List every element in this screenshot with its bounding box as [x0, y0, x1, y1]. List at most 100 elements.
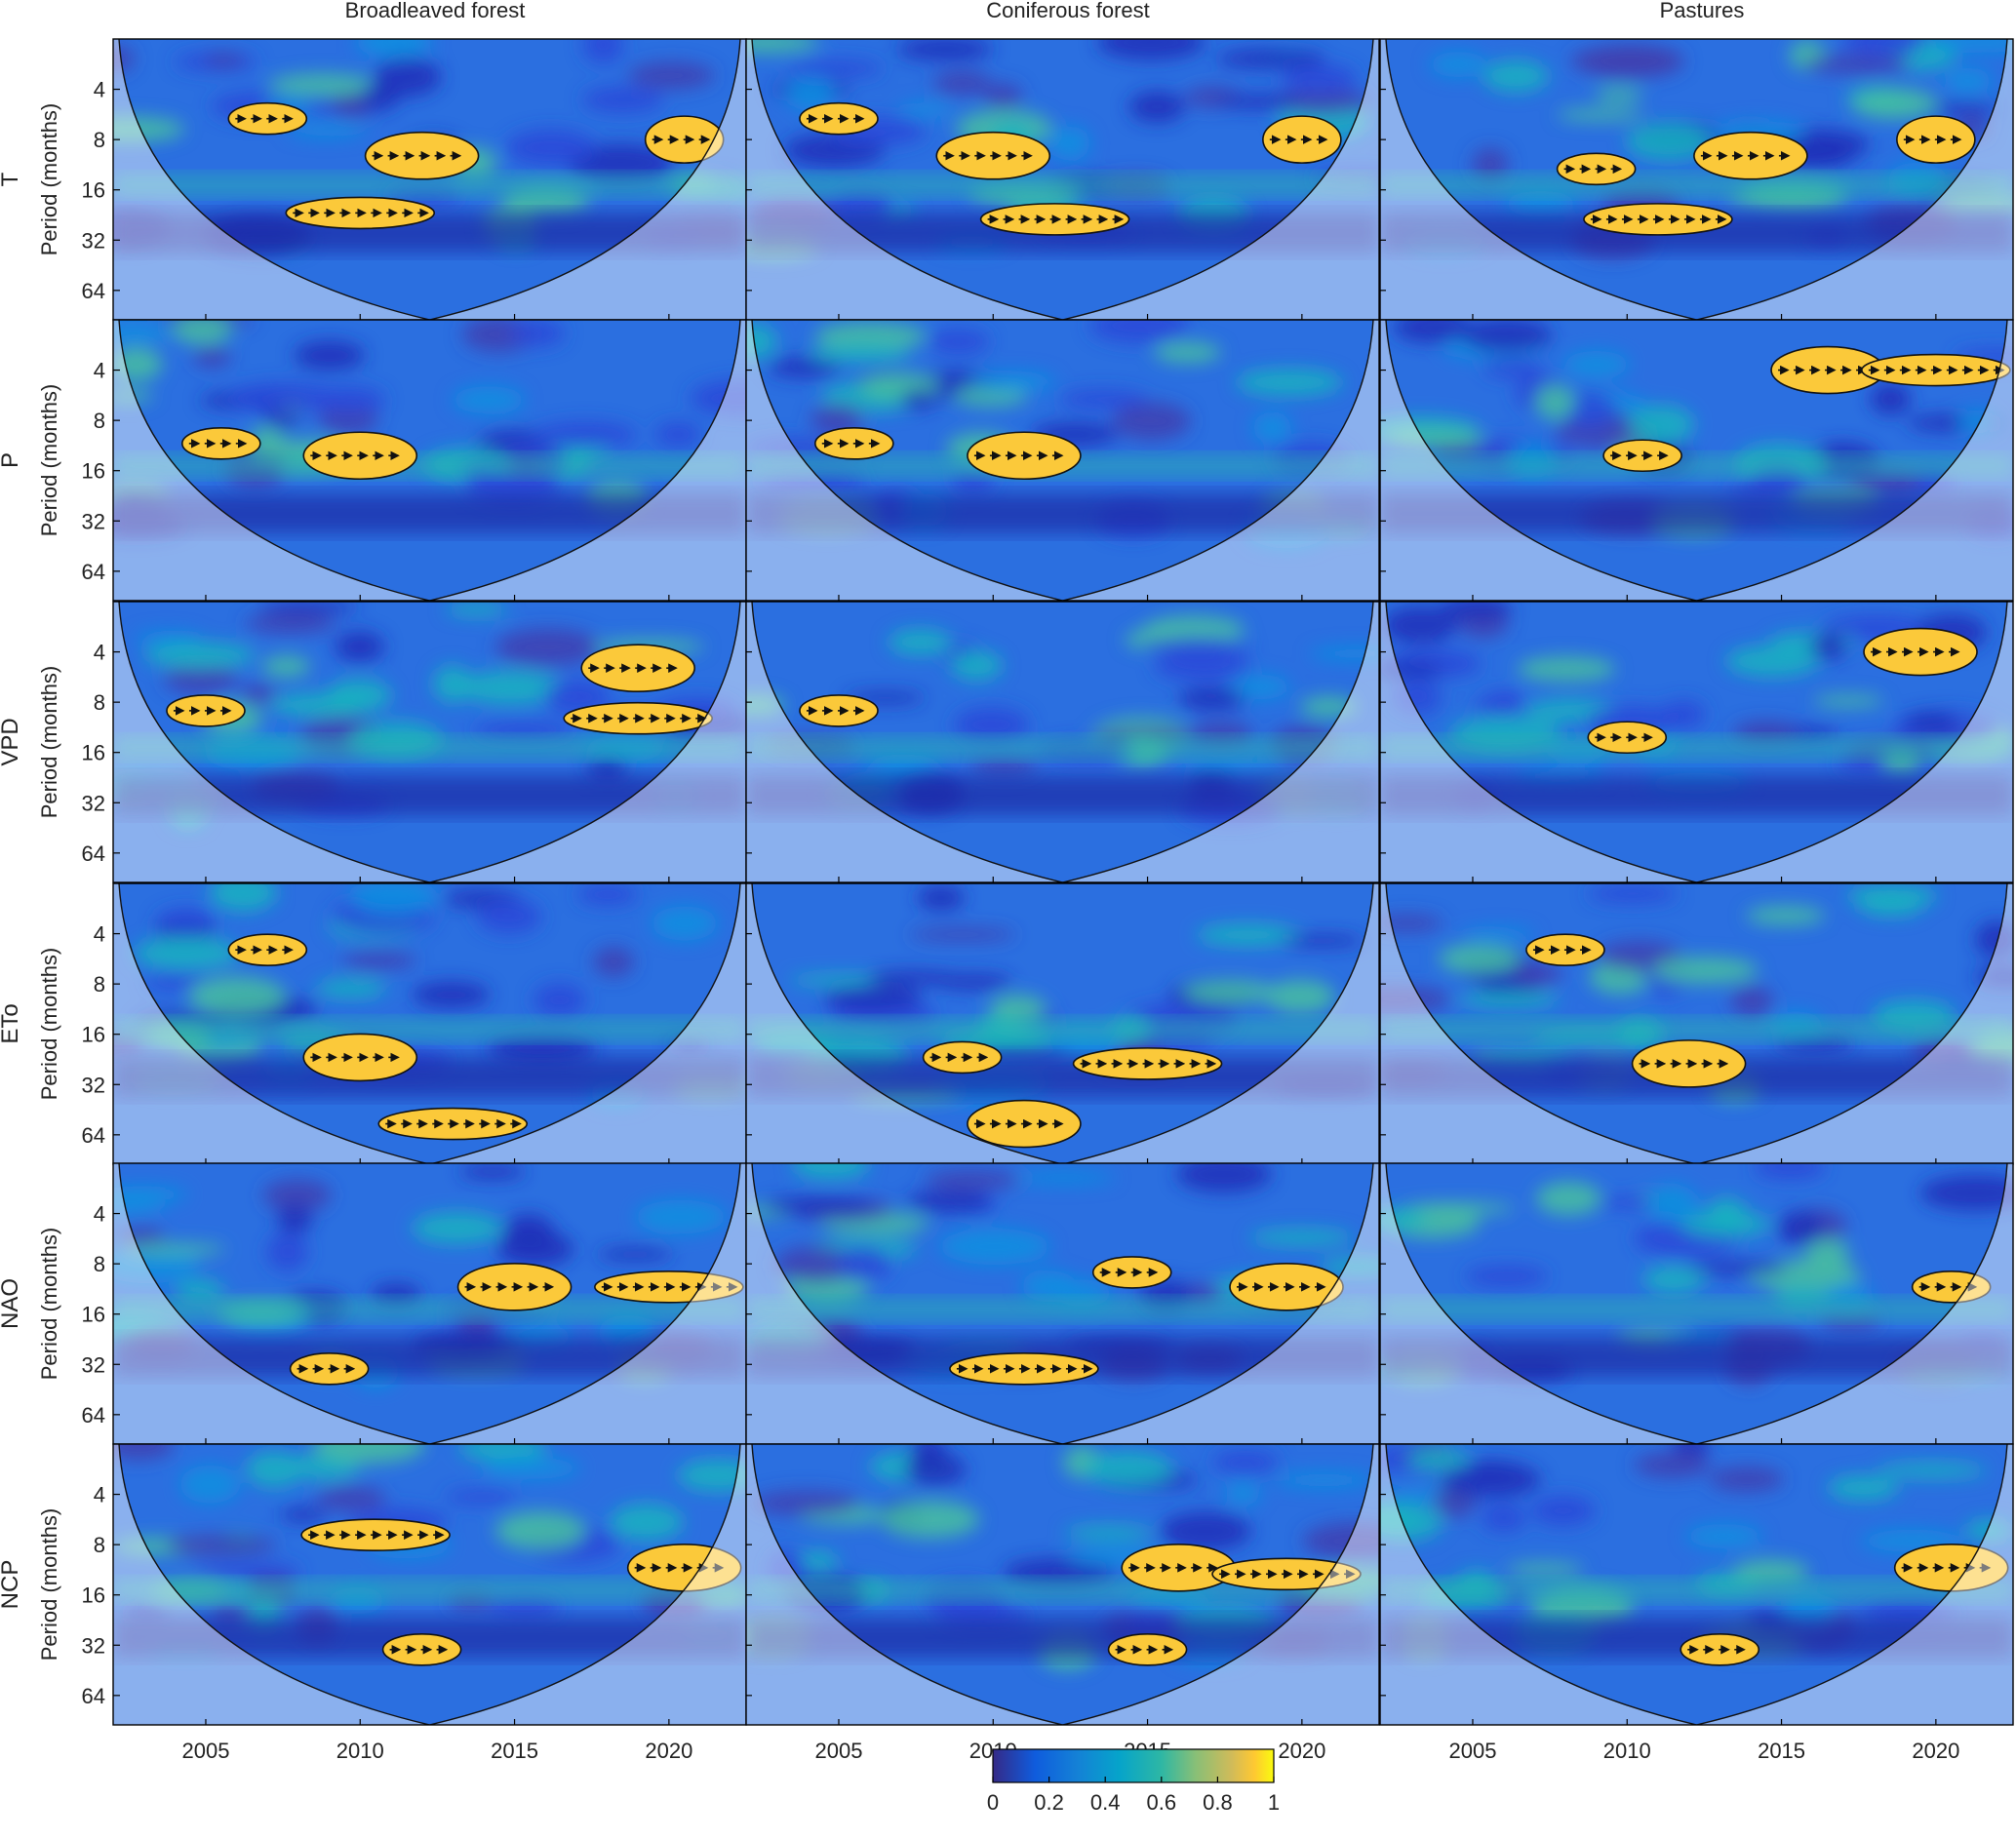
cone-of-influence-line	[1385, 883, 2008, 1164]
y-tick-label: 32	[82, 791, 105, 815]
colorbar: 0 0.2 0.4 0.6 0.8 1	[987, 1748, 1280, 1815]
panel-ETo-0: 4 8 16 32 64	[82, 882, 747, 1165]
panel-frame	[1379, 1443, 2014, 1726]
y-tick-label: 4	[94, 641, 105, 665]
significant-region	[563, 701, 713, 735]
significant-region	[227, 933, 308, 966]
column-title-2: Pastures	[1660, 0, 1745, 22]
cone-of-influence-shade	[1380, 1444, 2013, 1725]
y-tick-label: 32	[82, 1633, 105, 1658]
panel-ETo-1	[745, 882, 1380, 1165]
y-tick-label: 4	[94, 1202, 105, 1227]
significant-region	[1229, 1263, 1344, 1311]
significant-region	[289, 1351, 370, 1386]
cone-of-influence-line	[751, 883, 1374, 1164]
significant-region	[979, 203, 1130, 236]
row-label-NCP: NCP	[0, 1560, 23, 1610]
cone-of-influence-shade	[746, 320, 1379, 601]
column-title-1: Coniferous forest	[986, 0, 1150, 22]
y-tick-label: 32	[82, 1352, 105, 1377]
x-tick-label: 2005	[181, 1739, 229, 1763]
y-axis-label: Period (months)	[37, 666, 61, 819]
panel-frame	[1379, 601, 2014, 883]
y-tick-label: 4	[94, 78, 105, 102]
panel-T-2	[1379, 38, 2014, 321]
cone-of-influence-shade	[746, 39, 1379, 320]
row-labels: T Period (months) P Period (months) VPD Perio…	[0, 103, 61, 1662]
significant-region	[922, 1040, 1003, 1075]
significant-region	[1863, 627, 1978, 677]
significant-region	[1770, 345, 1885, 395]
panel-NCP-0: 4 8 16 32 64	[82, 1443, 747, 1726]
significant-region	[580, 644, 695, 692]
panel-T-0: 4 8 16 32 64	[82, 38, 747, 321]
cone-of-influence-line	[118, 1444, 741, 1725]
y-tick-label: 4	[94, 922, 105, 947]
y-tick-label: 8	[94, 690, 105, 715]
y-tick-label: 64	[82, 1123, 105, 1148]
panel-NCP-2	[1379, 1443, 2014, 1726]
panel-ETo-2	[1379, 882, 2014, 1165]
y-axis-label: Period (months)	[37, 1508, 61, 1662]
y-tick-label: 16	[82, 1023, 105, 1047]
colorbar-tick-label: 0.8	[1203, 1790, 1233, 1815]
significant-region	[1911, 1271, 1992, 1304]
panel-frame	[1379, 319, 2014, 602]
panel-P-1	[745, 319, 1380, 602]
coherence-texture	[1380, 1163, 2013, 1386]
colorbar-gradient	[992, 1748, 1275, 1783]
significant-region	[1680, 1632, 1760, 1666]
significant-region	[1525, 933, 1605, 966]
cone-of-influence-shade	[746, 883, 1379, 1164]
panel-NAO-2	[1379, 1162, 2014, 1445]
significant-region	[1896, 115, 1976, 164]
cone-of-influence-shade	[1380, 883, 2013, 1164]
cone-of-influence-shade	[746, 1444, 1379, 1725]
significant-region	[1121, 1544, 1237, 1592]
panel-grid: 4 8 16 32 64 4 8 16 32 64 4 8 16 32 64 4 8 16 32 64 4 8 16 32 64…	[82, 38, 2014, 1726]
y-axis-label: Period (months)	[37, 103, 61, 256]
significant-region	[799, 694, 879, 727]
panel-frame	[745, 1443, 1380, 1726]
y-tick-label: 16	[82, 1584, 105, 1608]
y-tick-label: 64	[82, 560, 105, 584]
significant-region	[300, 1518, 451, 1551]
cone-of-influence-line	[1385, 602, 2008, 882]
cone-of-influence-line	[118, 1163, 741, 1444]
column-title-0: Broadleaved forest	[345, 0, 526, 22]
x-tick-label: 2015	[1758, 1739, 1805, 1763]
y-axis-label: Period (months)	[37, 948, 61, 1101]
x-tick-label: 2005	[1448, 1739, 1496, 1763]
significant-region	[967, 431, 1082, 481]
y-tick-label: 8	[94, 1252, 105, 1276]
cone-of-influence-shade	[113, 883, 746, 1164]
significant-region	[1107, 1632, 1188, 1666]
cone-of-influence-shade	[113, 1163, 746, 1444]
significant-region	[285, 196, 436, 230]
y-tick-label: 8	[94, 128, 105, 152]
cone-of-influence-shade	[746, 602, 1379, 882]
significant-region	[381, 1632, 462, 1666]
cone-of-influence-line	[751, 320, 1374, 601]
x-tick-label: 2005	[814, 1739, 862, 1763]
cone-of-influence-line	[751, 1163, 1374, 1444]
significant-region	[456, 1263, 573, 1311]
cone-of-influence-shade	[746, 1163, 1379, 1444]
x-tick-label: 2020	[1278, 1739, 1325, 1763]
significant-region	[166, 694, 246, 727]
significant-region	[377, 1107, 529, 1141]
x-tick-label: 2010	[1603, 1739, 1651, 1763]
y-tick-label: 8	[94, 409, 105, 433]
significant-region	[364, 131, 480, 180]
significant-region	[626, 1544, 742, 1592]
y-tick-label: 32	[82, 509, 105, 533]
significant-region	[1693, 131, 1808, 180]
y-tick-label: 8	[94, 972, 105, 997]
panel-NAO-0: 4 8 16 32 64	[82, 1162, 747, 1445]
cone-of-influence-line	[118, 883, 741, 1164]
significant-region	[1583, 203, 1733, 236]
row-label-VPD: VPD	[0, 718, 23, 765]
panel-VPD-1	[745, 601, 1380, 883]
y-tick-label: 16	[82, 178, 105, 203]
cone-of-influence-shade	[1380, 602, 2013, 882]
